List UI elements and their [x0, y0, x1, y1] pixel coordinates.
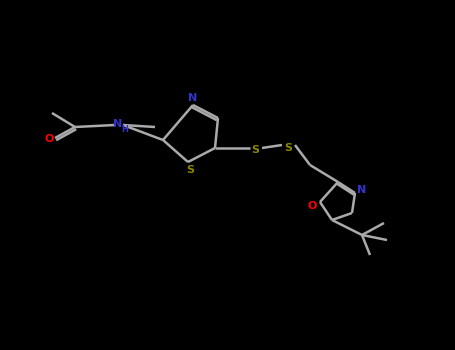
- Text: N: N: [188, 93, 197, 103]
- Text: N: N: [113, 119, 123, 129]
- Text: H: H: [121, 126, 128, 134]
- Text: S: S: [284, 143, 292, 153]
- Text: O: O: [307, 201, 317, 211]
- Text: S: S: [186, 165, 194, 175]
- Text: S: S: [251, 145, 259, 155]
- Text: O: O: [44, 134, 54, 144]
- Text: N: N: [357, 185, 367, 195]
